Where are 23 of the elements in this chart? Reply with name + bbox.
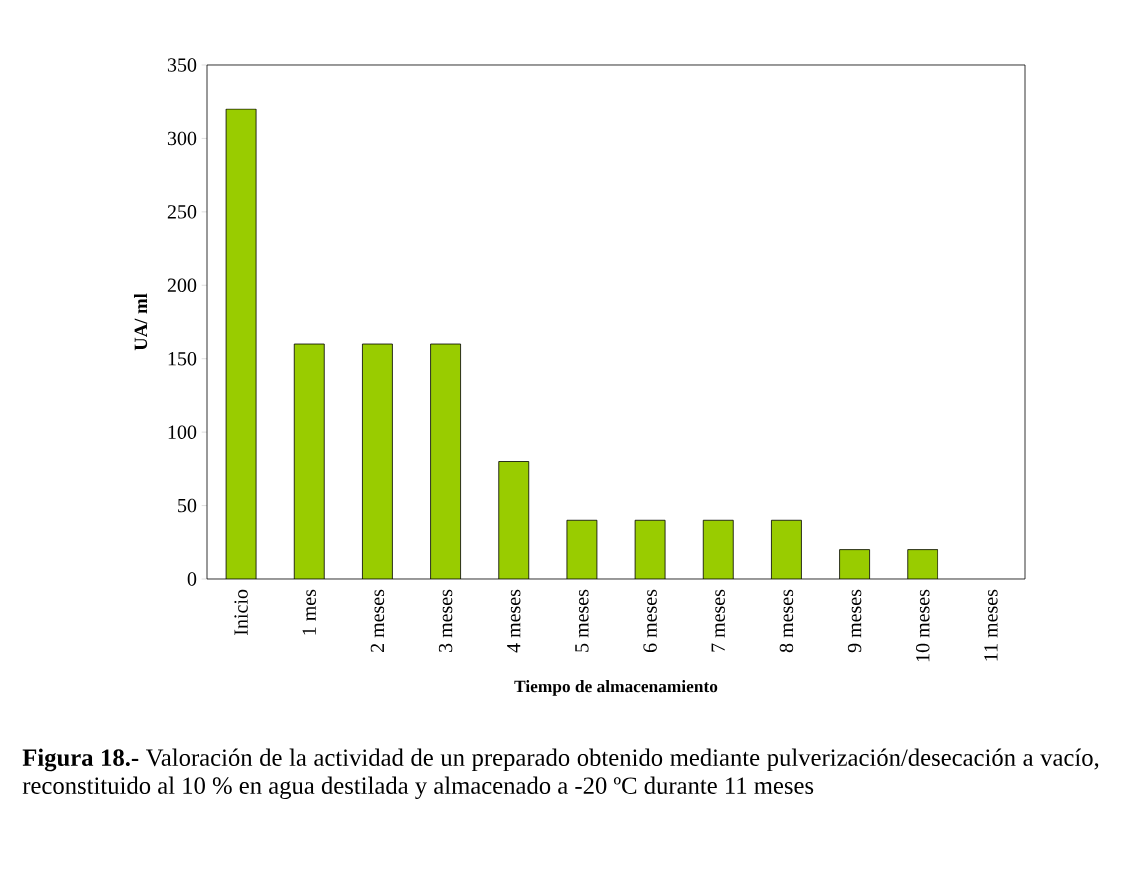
x-tick-label: 3 meses [438,589,453,652]
x-tick-label: 1 mes [302,589,316,635]
y-tick-label: 350 [167,58,197,72]
x-tick-label: 7 meses [711,589,725,652]
x-axis-title: Tiempo de almacenamiento [514,680,718,696]
y-tick-label: 250 [167,205,197,219]
y-tick-label: 150 [168,351,197,366]
x-tick-label: 11 meses [984,589,998,661]
x-tick-label: 9 meses [847,589,862,653]
x-tick-label: 4 meses [507,589,521,653]
x-tick-label: 8 meses [779,589,794,653]
y-tick-label: 100 [168,425,197,439]
y-tick-label: 0 [187,572,197,586]
x-tick-label: 5 meses [575,589,589,652]
x-tick-label: Inicio [234,589,248,635]
x-tick-label: 6 meses [643,589,657,653]
x-tick-label: 10 meses [916,589,930,662]
x-tick-label: 2 meses [370,589,385,653]
y-tick-label: 200 [167,278,197,293]
y-tick-label: 50 [178,498,197,513]
y-axis-title: UA/ ml [133,293,148,351]
text: Figura 18.- Valoración de la actividad de un preparado obtenido mediante pulverización/desecación a vacío, reconstituido al 10 % en agua destilada y almacenado a -20 ºC durante 11 meses [22,748,1099,800]
y-tick-label: 300 [167,131,197,146]
